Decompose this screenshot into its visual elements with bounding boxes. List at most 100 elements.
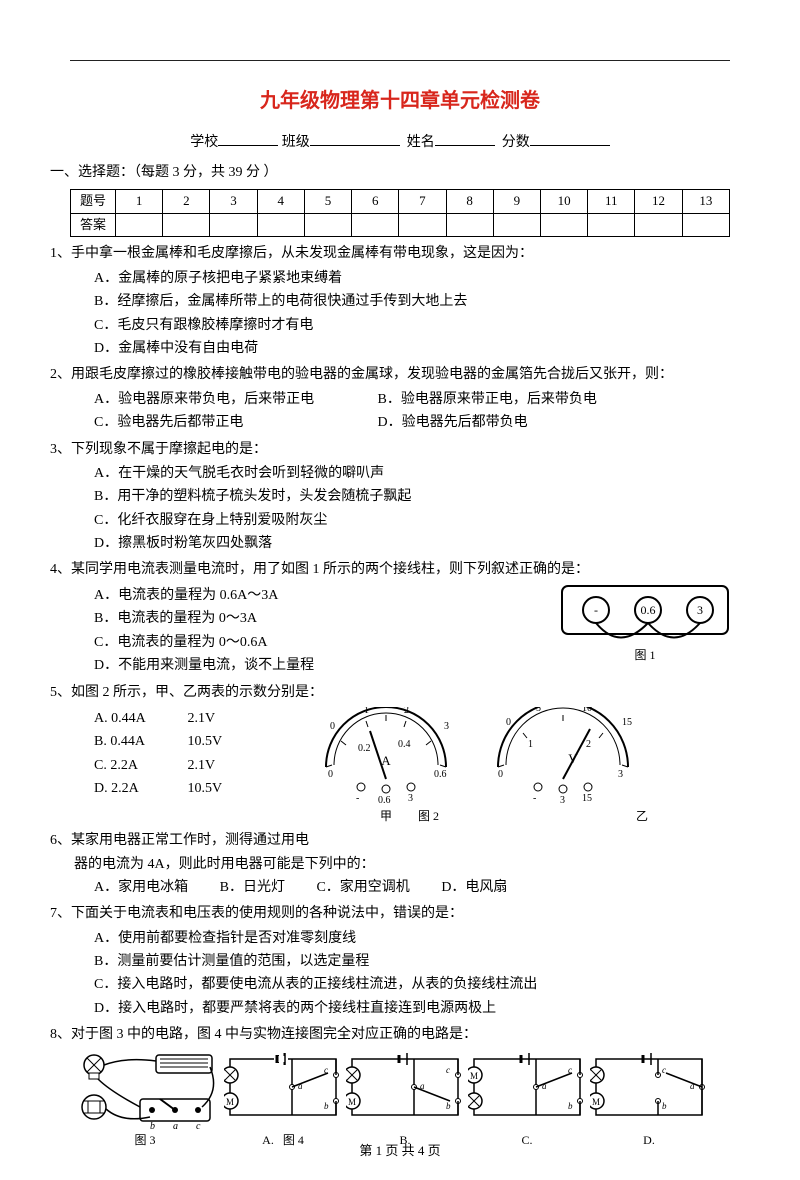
ans-cell[interactable] [493, 213, 540, 237]
ans-cell[interactable] [682, 213, 729, 237]
ans-cell[interactable] [257, 213, 304, 237]
q6-stem-post: 器的电流为 4A，则此时用电器可能是下列中的： [74, 854, 730, 876]
svg-text:0: 0 [506, 717, 511, 728]
svg-text:b: b [568, 1101, 573, 1111]
col-num: 11 [588, 189, 635, 213]
circuit-choice-a: M a c b A. 图 4 [224, 1053, 342, 1150]
table-row: 题号 1 2 3 4 5 6 7 8 9 10 11 12 13 [71, 189, 730, 213]
school-blank[interactable] [218, 131, 278, 146]
col-num: 5 [304, 189, 351, 213]
ans-cell[interactable] [210, 213, 257, 237]
svg-text:2: 2 [586, 739, 591, 750]
svg-text:-: - [594, 603, 598, 617]
svg-text:0: 0 [328, 769, 333, 780]
answer-table: 题号 1 2 3 4 5 6 7 8 9 10 11 12 13 答案 [70, 189, 730, 238]
q6-opt-b: B．日光灯 [220, 877, 285, 899]
page-footer: 第 1 页 共 4 页 [0, 1141, 800, 1162]
q5-opt-a: A. 0.44A 2.1V [94, 708, 294, 730]
ammeter-gauge-icon: 0 0.2 0.4 0.6 0 1 2 3 A - 0.6 3 [306, 707, 466, 807]
ans-cell[interactable] [163, 213, 210, 237]
svg-text:M: M [592, 1097, 600, 1107]
figure-1: - 0.6 3 图 1 [560, 584, 730, 665]
page: 九年级物理第十四章单元检测卷 学校 班级 姓名 分数 一、选择题：（每题 3 分… [0, 0, 800, 1180]
circuit-c-icon: M a c b [468, 1053, 586, 1131]
svg-text:0.4: 0.4 [398, 739, 411, 750]
q3-opt-d: D．擦黑板时粉笔灰四处飘落 [94, 533, 730, 555]
exam-title: 九年级物理第十四章单元检测卷 [70, 85, 730, 117]
q1-opt-d: D．金属棒中没有自由电荷 [94, 338, 730, 360]
q3-opt-c: C．化纤衣服穿在身上特别爱吸附灰尘 [94, 510, 730, 532]
score-label: 分数 [502, 135, 530, 150]
svg-text:c: c [446, 1065, 450, 1075]
ans-cell[interactable] [635, 213, 682, 237]
svg-text:b: b [324, 1101, 329, 1111]
q5-a2: 2.1V [188, 711, 216, 726]
svg-text:c: c [196, 1121, 201, 1131]
q4-opt-d: D．不能用来测量电流，谈不上量程 [94, 655, 548, 677]
q1-opt-b: B．经摩擦后，金属棒所带上的电荷很快通过手传到大地上去 [94, 291, 730, 313]
q2-options: A．验电器原来带负电，后来带正电 B．验电器原来带正电，后来带负电 C．验电器先… [94, 389, 730, 435]
ans-cell[interactable] [588, 213, 635, 237]
figure-2-label: 图 2 [418, 807, 439, 826]
svg-text:a: a [420, 1081, 425, 1091]
score-blank[interactable] [530, 131, 610, 146]
q1-opt-c: C．毛皮只有跟橡胶棒摩擦时才有电 [94, 315, 730, 337]
svg-text:c: c [568, 1065, 572, 1075]
q2-opt-d: D．验电器先后都带负电 [378, 415, 528, 430]
q6-opt-a: A．家用电冰箱 [94, 877, 188, 899]
col-num: 2 [163, 189, 210, 213]
name-blank[interactable] [435, 131, 495, 146]
q7-options: A．使用前都要检查指针是否对准零刻度线 B．测量前要估计测量值的范围，以选定量程… [94, 928, 730, 1021]
ans-cell[interactable] [399, 213, 446, 237]
q5-b1: B. 0.44A [94, 731, 184, 753]
name-label: 姓名 [407, 135, 435, 150]
figure-1-label: 图 1 [560, 646, 730, 665]
svg-text:b: b [150, 1121, 155, 1131]
top-rule [70, 60, 730, 61]
svg-text:0.6: 0.6 [378, 795, 391, 806]
svg-text:M: M [348, 1097, 356, 1107]
meter-a-name: 甲 [306, 807, 466, 826]
col-num: 10 [540, 189, 587, 213]
svg-text:3: 3 [618, 769, 623, 780]
svg-text:M: M [226, 1097, 234, 1107]
q5-c2: 2.1V [188, 758, 216, 773]
svg-text:1: 1 [364, 707, 369, 716]
svg-text:3: 3 [560, 795, 565, 806]
q1-stem: 1、手中拿一根金属棒和毛皮摩擦后，从未发现金属棒有带电现象，这是因为： [50, 243, 730, 265]
figure-2-voltmeter: 0 1 2 3 0 5 10 15 V - 3 15 图 2 乙 [478, 707, 648, 826]
ans-label: 答案 [71, 213, 116, 237]
ans-cell[interactable] [540, 213, 587, 237]
figure-2-ammeter: 0 0.2 0.4 0.6 0 1 2 3 A - 0.6 3 甲 [306, 707, 466, 826]
q3-opt-a: A．在干燥的天气脱毛衣时会听到轻微的噼叭声 [94, 463, 730, 485]
svg-text:0.2: 0.2 [358, 743, 371, 754]
q5-stem: 5、如图 2 所示，甲、乙两表的示数分别是： [50, 682, 730, 704]
q7-opt-c: C．接入电路时，都要使电流从表的正接线柱流进，从表的负接线柱流出 [94, 974, 730, 996]
svg-text:0: 0 [498, 769, 503, 780]
col-num: 9 [493, 189, 540, 213]
q2-opt-row: C．验电器先后都带正电 D．验电器先后都带负电 [94, 412, 730, 434]
circuit-d-icon: M a c b [590, 1053, 708, 1131]
class-blank[interactable] [310, 131, 400, 146]
q5-b2: 10.5V [188, 734, 223, 749]
section1-heading: 一、选择题：（每题 3 分，共 39 分 ） [50, 162, 730, 184]
svg-text:a: a [173, 1121, 178, 1131]
q7-stem: 7、下面关于电流表和电压表的使用规则的各种说法中，错误的是： [50, 903, 730, 925]
physical-circuit-icon: b a c [70, 1051, 220, 1131]
q7-opt-b: B．测量前要估计测量值的范围，以选定量程 [94, 951, 730, 973]
svg-text:2: 2 [404, 707, 409, 716]
circuit-a-icon: M a c b [224, 1053, 342, 1131]
q3-opt-b: B．用干净的塑料梳子梳头发时，头发会随梳子飘起 [94, 486, 730, 508]
ans-cell[interactable] [116, 213, 163, 237]
q6-opt-d: D．电风扇 [441, 877, 507, 899]
q5-opt-d: D. 2.2A 10.5V [94, 778, 294, 800]
col-num: 12 [635, 189, 682, 213]
q7-opt-a: A．使用前都要检查指针是否对准零刻度线 [94, 928, 730, 950]
circuit-choice-b: M a c b B. [346, 1053, 464, 1150]
svg-text:-: - [533, 793, 536, 804]
meter-v-name: 乙 [636, 807, 648, 826]
ans-cell[interactable] [304, 213, 351, 237]
q5-d2: 10.5V [188, 781, 223, 796]
ans-cell[interactable] [352, 213, 399, 237]
ans-cell[interactable] [446, 213, 493, 237]
